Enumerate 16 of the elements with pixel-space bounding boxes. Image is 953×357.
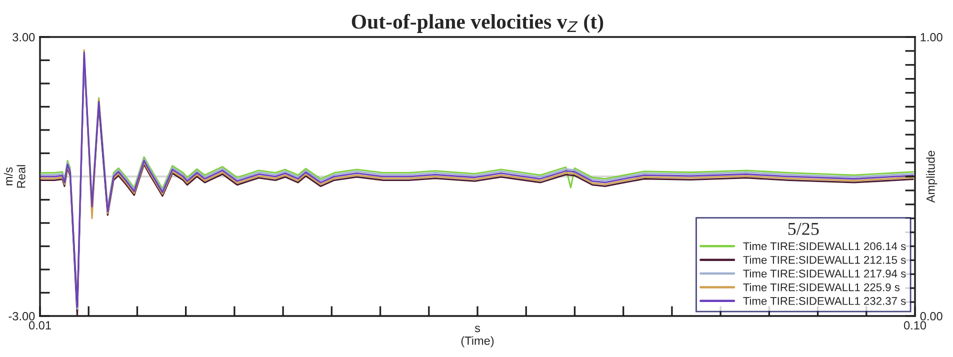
legend-title: 5/25 [788,222,819,235]
legend-label: Time TIRE:SIDEWALL1 225.9 s [743,283,900,292]
y2-tick-label: 0.00 [920,312,942,320]
y2-axis-title: Amplitude [926,150,938,203]
y-axis-title: m/s Real [4,165,26,188]
chart-title: Out-of-plane velocities v$_{Z}$ (t) [352,14,604,33]
x-tick-label: 0.01 [28,321,51,330]
x-axis-title: s (Time) [461,326,494,348]
x-tick-label: 0.10 [904,321,926,330]
legend-label: Time TIRE:SIDEWALL1 217.94 s [743,269,906,278]
legend-label: Time TIRE:SIDEWALL1 206.14 s [743,242,906,250]
y-tick-label: 3.00 [12,33,35,42]
y2-tick-label: 1.00 [920,33,942,42]
legend-label: Time TIRE:SIDEWALL1 232.37 s [743,296,906,305]
y-tick-label: -3.00 [8,312,35,320]
legend-label: Time TIRE:SIDEWALL1 212.15 s [743,256,906,264]
